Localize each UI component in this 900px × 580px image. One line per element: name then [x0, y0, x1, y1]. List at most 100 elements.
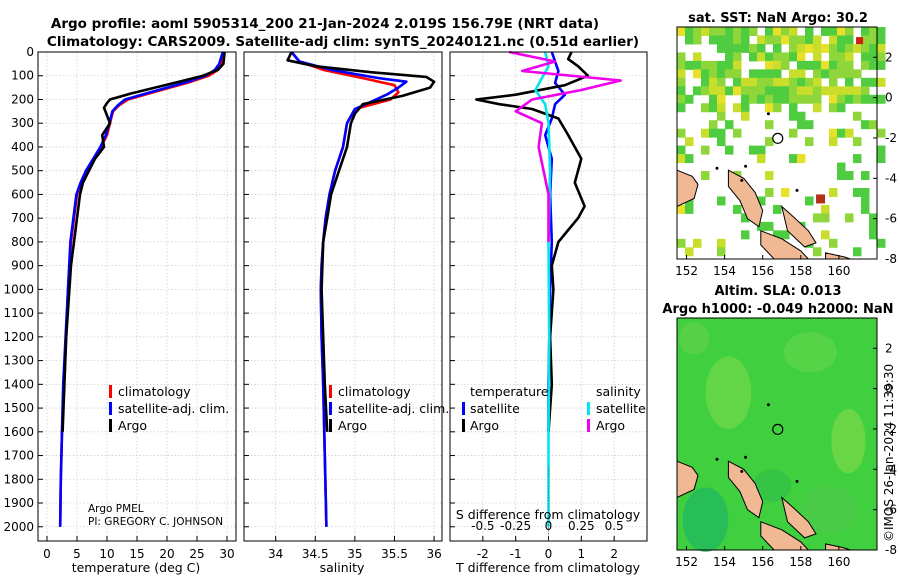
- sst-cell: [773, 52, 782, 62]
- sst-cell: [837, 52, 846, 62]
- x-tick-label: 35.5: [381, 547, 408, 561]
- sst-cell: [757, 145, 766, 155]
- x-tick-label: 156: [751, 555, 774, 569]
- land-polygon: [780, 205, 817, 248]
- x-tick-label: 10: [99, 547, 114, 561]
- legend-swatch-climatology: [109, 385, 112, 398]
- sst-cell: [813, 52, 822, 62]
- sst-cell: [877, 27, 886, 36]
- sst-cell: [709, 27, 718, 36]
- sst-cell: [813, 213, 822, 223]
- temp-xlabel: temperature (deg C): [72, 560, 201, 575]
- sst-cell: [869, 77, 878, 87]
- sst-cell: [717, 86, 726, 96]
- sst-cell: [765, 69, 774, 79]
- y-tick-label: 0: [885, 91, 893, 105]
- sst-cell: [781, 52, 790, 62]
- sla-anomaly-patch: [802, 485, 857, 534]
- y-tick-label: 1100: [3, 306, 34, 320]
- sst-cell: [701, 27, 710, 36]
- y-tick-label: -4: [885, 462, 897, 476]
- sst-cell: [837, 69, 846, 79]
- sst-cell: [797, 120, 806, 130]
- legend-temperature-title: temperature: [470, 384, 549, 399]
- sst-cell: [813, 60, 822, 70]
- sst-cell: [829, 94, 838, 104]
- sst-cell: [741, 103, 750, 113]
- sst-cell: [813, 43, 822, 53]
- sst-cell: [789, 52, 798, 62]
- legend-argo: Argo: [118, 418, 147, 433]
- legend-swatch-climatology: [329, 385, 332, 398]
- sst-cell: [821, 43, 830, 53]
- sst-cell: [677, 86, 686, 96]
- small-island: [715, 457, 719, 461]
- sst-cell: [837, 43, 846, 53]
- sst-cell: [861, 77, 870, 87]
- legend-swatch-t-argo: [462, 419, 465, 432]
- sla-anomaly-patch: [753, 469, 792, 502]
- sst-cell: [709, 120, 718, 130]
- sst-cell: [797, 69, 806, 79]
- sst-cell: [789, 86, 798, 96]
- sst-cell: [773, 35, 782, 45]
- sst-cell: [781, 60, 790, 70]
- sst-cell: [717, 196, 726, 206]
- sst-cell: [749, 77, 758, 87]
- sst-cell: [725, 145, 734, 155]
- sst-cell: [757, 69, 766, 79]
- sla-map-subtitle: Argo h1000: -0.049 h2000: NaN: [662, 302, 893, 317]
- sst-cell: [741, 43, 750, 53]
- sst-cell: [829, 187, 838, 197]
- sst-cell: [717, 111, 726, 121]
- sst-cell: [677, 128, 686, 138]
- pi-note: PI: GREGORY C. JOHNSON: [88, 516, 223, 528]
- x-tick-label: 158: [789, 264, 812, 278]
- plot-frame: [243, 51, 443, 542]
- sst-cell: [805, 94, 814, 104]
- x-tick-label: 35: [347, 547, 362, 561]
- sst-cell: [813, 103, 822, 113]
- sst-cell: [877, 238, 886, 248]
- sst-cell: [733, 86, 742, 96]
- x-tick-label: 30: [219, 547, 234, 561]
- sst-cell: [733, 77, 742, 87]
- sst-cell: [685, 154, 694, 164]
- sst-cell: [877, 145, 886, 155]
- land-polygon: [780, 496, 817, 539]
- sst-cell: [805, 43, 814, 53]
- sst-cell: [845, 35, 854, 45]
- sst-cell: [845, 43, 854, 53]
- sst-cell: [741, 94, 750, 104]
- small-island: [795, 188, 799, 192]
- sst-cell: [869, 230, 878, 240]
- x-tick-label: 156: [751, 264, 774, 278]
- sst-cell: [725, 69, 734, 79]
- sst-map-title: sat. SST: NaN Argo: 30.2: [688, 11, 868, 26]
- sst-cell: [733, 43, 742, 53]
- sst-cell: [853, 187, 862, 197]
- x-tick-label: -2: [477, 547, 489, 561]
- sst-cell: [805, 60, 814, 70]
- sst-cell: [829, 27, 838, 36]
- land-polygon: [727, 169, 764, 228]
- sst-cell: [805, 27, 814, 36]
- sst-cell: [877, 77, 886, 87]
- sst-cell: [829, 60, 838, 70]
- sst-cell: [749, 27, 758, 36]
- sst-cell: [765, 187, 774, 197]
- imos-timestamp: ©IMOS 26-Jan-2024 11:39:30: [882, 364, 896, 542]
- sst-cell: [733, 69, 742, 79]
- sst-cell: [829, 52, 838, 62]
- sst-cell: [725, 43, 734, 53]
- y-tick-label: 200: [11, 92, 34, 106]
- sst-cell: [757, 77, 766, 87]
- series-line-satellite-adj-clim-: [290, 51, 408, 527]
- sla-anomaly-patch: [682, 487, 729, 553]
- sst-cell: [701, 69, 710, 79]
- sst-cell: [749, 43, 758, 53]
- sst-cell: [773, 94, 782, 104]
- sst-cell: [741, 86, 750, 96]
- top-tick-label: 0.25: [568, 519, 595, 533]
- legend-swatch-s-argo: [587, 419, 590, 432]
